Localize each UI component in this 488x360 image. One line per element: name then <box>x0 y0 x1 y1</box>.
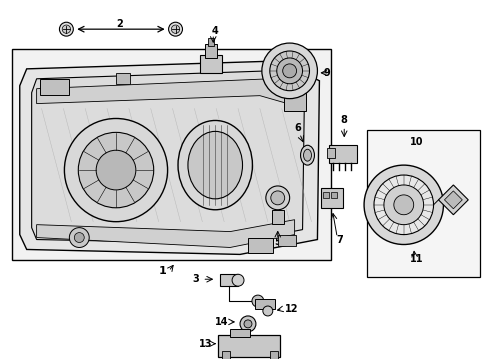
Bar <box>283 93 305 111</box>
Circle shape <box>64 118 167 222</box>
Polygon shape <box>438 185 468 215</box>
Circle shape <box>244 320 251 328</box>
Bar <box>12 49 331 260</box>
Text: 8: 8 <box>340 116 347 126</box>
Circle shape <box>269 51 309 91</box>
Polygon shape <box>32 71 304 243</box>
Bar <box>220 274 238 286</box>
Bar <box>254 299 274 309</box>
Circle shape <box>96 150 136 190</box>
Text: 12: 12 <box>285 304 298 314</box>
Bar <box>208 38 214 46</box>
Bar <box>323 192 328 198</box>
Text: 4: 4 <box>211 26 218 36</box>
Polygon shape <box>37 79 304 105</box>
Bar <box>222 351 230 359</box>
Circle shape <box>393 195 413 215</box>
Bar <box>269 351 277 359</box>
Circle shape <box>263 306 272 316</box>
Bar <box>218 335 279 357</box>
Text: 10: 10 <box>409 137 423 147</box>
Circle shape <box>171 25 179 33</box>
Circle shape <box>364 165 443 244</box>
Text: 13: 13 <box>198 339 212 349</box>
Ellipse shape <box>300 145 314 165</box>
Polygon shape <box>37 220 294 247</box>
Bar <box>230 329 249 337</box>
Ellipse shape <box>303 149 311 161</box>
Bar <box>326 148 335 158</box>
Circle shape <box>69 228 89 247</box>
Text: 2: 2 <box>116 19 123 29</box>
Circle shape <box>251 295 264 307</box>
Circle shape <box>232 274 244 286</box>
Bar <box>277 235 295 247</box>
Bar <box>321 188 343 208</box>
Bar <box>331 192 337 198</box>
Circle shape <box>270 191 284 205</box>
Circle shape <box>373 175 433 235</box>
Bar <box>205 44 217 58</box>
Bar <box>366 130 479 277</box>
Circle shape <box>383 185 423 225</box>
Bar <box>271 210 283 224</box>
Text: 6: 6 <box>294 123 300 134</box>
Text: 11: 11 <box>409 255 423 264</box>
Circle shape <box>240 316 255 332</box>
Bar <box>247 238 272 253</box>
Text: 5: 5 <box>274 237 281 247</box>
Circle shape <box>168 22 182 36</box>
Polygon shape <box>20 61 319 255</box>
Circle shape <box>262 43 317 99</box>
Text: 3: 3 <box>192 274 198 284</box>
Text: 9: 9 <box>324 68 330 78</box>
Bar <box>200 55 222 73</box>
Circle shape <box>62 25 70 33</box>
Circle shape <box>265 186 289 210</box>
Text: 7: 7 <box>335 234 342 244</box>
Bar <box>40 79 69 95</box>
Circle shape <box>78 132 153 208</box>
Bar <box>116 73 130 84</box>
Bar <box>328 145 356 163</box>
Circle shape <box>282 64 296 78</box>
Circle shape <box>276 58 302 84</box>
Ellipse shape <box>178 121 252 210</box>
Circle shape <box>60 22 73 36</box>
Text: 1: 1 <box>159 266 166 276</box>
Polygon shape <box>444 191 461 209</box>
Circle shape <box>74 233 84 243</box>
Text: 14: 14 <box>215 317 228 327</box>
Ellipse shape <box>187 131 242 199</box>
